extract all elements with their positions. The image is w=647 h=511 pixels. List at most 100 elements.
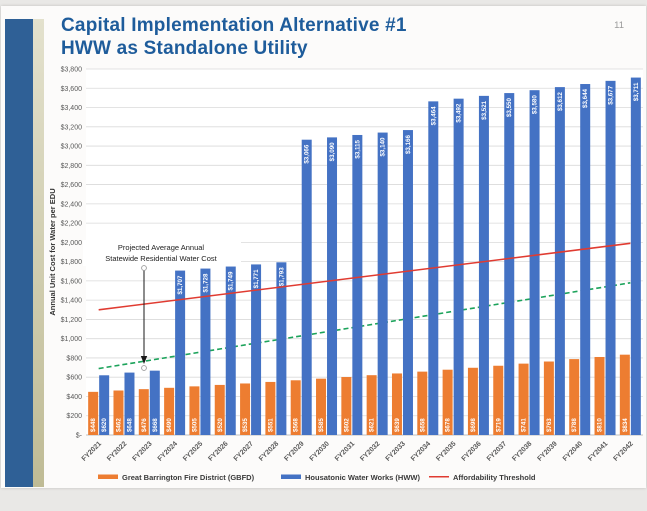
y-tick-label: $400 (66, 394, 82, 401)
bar-hww-FY2027 (251, 264, 262, 435)
legend-label-2: Affordability Threshold (453, 473, 536, 482)
x-tick-label: FY2025 (182, 440, 204, 462)
x-tick-label: FY2035 (435, 440, 457, 462)
x-tick-label: FY2033 (385, 440, 407, 462)
bar-gbfd-FY2036 (467, 367, 478, 435)
bar-hww-FY2026 (225, 266, 236, 435)
annotation-text-line1: Projected Average Annual (118, 243, 205, 252)
bar-label: $3,612 (557, 92, 564, 111)
y-tick-label: $2,600 (61, 182, 83, 189)
bar-gbfd-FY2040 (569, 359, 580, 435)
bar-gbfd-FY2027 (240, 383, 251, 435)
bar-hww-FY2038 (529, 90, 540, 435)
bar-gbfd-FY2037 (493, 365, 504, 435)
slide-page-number: 11 (614, 20, 624, 31)
x-tick-label: FY2040 (562, 440, 584, 462)
y-tick-label: $3,400 (61, 105, 83, 112)
x-tick-label: FY2034 (410, 440, 432, 462)
x-tick-label: FY2037 (486, 440, 508, 462)
bar-label: $476 (141, 418, 148, 432)
slide-accent-strip (33, 19, 44, 487)
bar-label: $3,115 (354, 139, 361, 158)
bar-label: $788 (571, 418, 578, 432)
bar-label: $535 (242, 418, 249, 432)
slide-canvas: Capital Implementation Alternative #1 HW… (1, 6, 646, 488)
bar-gbfd-FY2033 (391, 373, 402, 435)
y-tick-label: $1,600 (61, 278, 83, 285)
bar-gbfd-FY2035 (442, 369, 453, 435)
y-tick-label: $1,200 (61, 317, 83, 324)
bar-label: $1,707 (177, 275, 184, 294)
bar-label: $448 (90, 418, 97, 432)
x-tick-label: FY2030 (309, 440, 331, 462)
bar-label: $1,771 (253, 269, 260, 288)
bar-label: $3,521 (481, 100, 488, 119)
y-tick-label: $3,200 (61, 124, 83, 131)
bar-gbfd-FY2026 (214, 384, 225, 435)
bar-label: $741 (521, 418, 528, 432)
bar-gbfd-FY2023 (138, 389, 149, 435)
y-axis-title: Annual Unit Cost for Water per EDU (48, 188, 57, 315)
bar-hww-FY2036 (478, 95, 489, 435)
chart-svg: $- $200 $400 $600 $800 $1,000 $1,200 $1,400 $1,6… (48, 67, 643, 482)
y-tick-label: $1,800 (61, 259, 83, 266)
bar-hww-FY2042 (630, 77, 641, 435)
bar-gbfd-FY2034 (417, 371, 428, 435)
legend-swatch-0 (98, 474, 118, 479)
y-tick-label: $2,800 (61, 163, 83, 170)
bar-gbfd-FY2030 (316, 378, 327, 435)
bar-gbfd-FY2028 (265, 381, 276, 435)
bar-label: $1,793 (278, 267, 285, 286)
bar-hww-FY2033 (402, 130, 413, 435)
bar-label: $1,749 (228, 271, 235, 290)
slide-title: Capital Implementation Alternative #1 HW… (61, 14, 561, 60)
x-tick-label: FY2029 (283, 440, 305, 462)
bar-hww-FY2023 (149, 370, 160, 435)
bar-gbfd-FY2039 (543, 361, 554, 435)
bar-label: $462 (115, 418, 122, 432)
bar-gbfd-FY2038 (518, 363, 529, 435)
x-tick-label: FY2022 (106, 440, 128, 462)
annotation-box (83, 240, 241, 266)
bar-gbfd-FY2031 (341, 377, 352, 435)
bar-gbfd-FY2025 (189, 386, 200, 435)
bar-hww-FY2041 (605, 80, 616, 436)
bar-gbfd-FY2041 (594, 356, 605, 435)
bar-label: $3,140 (380, 137, 387, 156)
bar-label: $763 (546, 418, 553, 432)
bar-label: $3,492 (456, 103, 463, 122)
x-tick-label: FY2023 (131, 440, 153, 462)
x-tick-label: FY2032 (359, 440, 381, 462)
bar-label: $3,066 (304, 144, 311, 163)
bar-hww-FY2040 (580, 84, 591, 435)
legend-label-0: Great Barrington Fire District (GBFD) (122, 473, 255, 482)
bar-label: $3,464 (430, 106, 437, 125)
annotation-endpoint-circle-bottom (141, 365, 147, 371)
x-tick-label: FY2041 (587, 440, 609, 462)
bar-label: $620 (101, 418, 108, 432)
x-tick-label: FY2024 (157, 440, 179, 462)
x-tick-label: FY2036 (461, 440, 483, 462)
bar-gbfd-FY2024 (164, 387, 175, 435)
bar-label: $520 (217, 418, 224, 432)
slide-title-line2: HWW as Standalone Utility (61, 38, 308, 60)
bar-label: $3,090 (329, 142, 336, 161)
y-tick-label: $3,000 (61, 144, 83, 151)
x-tick-label: FY2031 (334, 440, 356, 462)
bar-label: $3,677 (608, 85, 615, 104)
bar-label: $568 (293, 418, 300, 432)
bar-hww-FY2032 (377, 132, 388, 435)
bar-gbfd-FY2032 (366, 375, 377, 435)
x-tick-label: FY2026 (207, 440, 229, 462)
bar-label: $3,580 (532, 95, 539, 114)
bar-label: $3,711 (633, 82, 640, 101)
x-tick-label: FY2021 (81, 440, 103, 462)
bar-label: $505 (191, 418, 198, 432)
bar-hww-FY2029 (301, 139, 312, 435)
annotation-text-line2: Statewide Residential Water Cost (105, 254, 217, 263)
bar-label: $810 (597, 418, 604, 432)
legend-label-1: Housatonic Water Works (HWW) (305, 473, 421, 482)
bar-label: $1,728 (202, 273, 209, 292)
bar-label: $834 (622, 418, 629, 432)
bar-label: $719 (495, 418, 502, 432)
